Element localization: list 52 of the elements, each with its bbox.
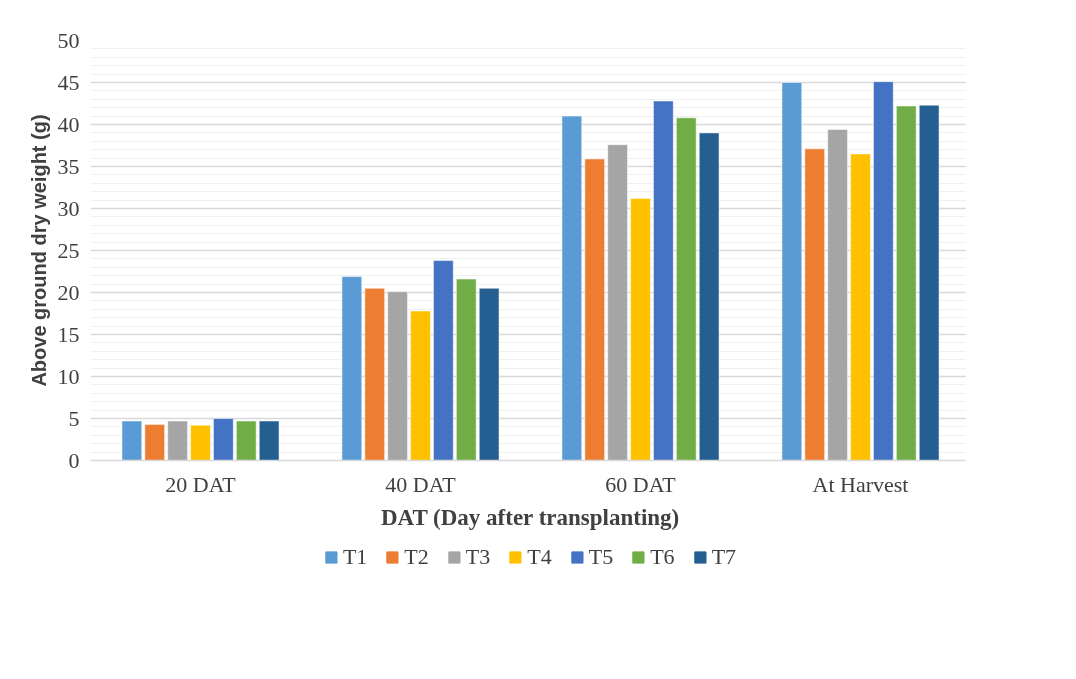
- bar: [584, 158, 605, 461]
- bar: [850, 153, 871, 461]
- bar: [918, 104, 940, 461]
- legend-label: T7: [711, 544, 737, 570]
- bar: [190, 424, 211, 461]
- bar: [364, 288, 385, 461]
- x-tick-label: 20 DAT: [165, 471, 237, 497]
- bar: [873, 81, 894, 461]
- bar: [630, 198, 651, 461]
- bar: [167, 420, 188, 461]
- bar: [433, 260, 454, 461]
- legend-label: T1: [342, 544, 368, 570]
- x-tick-label: At Harvest: [812, 471, 909, 497]
- y-tick-label: 20: [57, 279, 80, 305]
- bar: [456, 278, 477, 461]
- bar: [653, 100, 674, 461]
- bar: [804, 148, 825, 461]
- bar: [410, 310, 431, 461]
- legend-label: T3: [465, 544, 491, 570]
- y-tick-label: 15: [57, 321, 80, 347]
- y-axis-title: Above ground dry weight (g): [27, 114, 50, 387]
- y-tick-label: 10: [57, 363, 80, 389]
- bar: [478, 288, 500, 461]
- y-tick-label: 30: [57, 195, 80, 221]
- bar: [121, 420, 143, 461]
- legend-label: T6: [650, 544, 675, 570]
- y-tick-label: 25: [57, 237, 80, 263]
- bar: [341, 276, 363, 461]
- bar: [258, 420, 280, 461]
- bar: [781, 82, 803, 461]
- legend-label: T5: [588, 544, 614, 570]
- bar: [896, 105, 917, 461]
- bar: [827, 129, 848, 461]
- bar: [144, 424, 165, 461]
- legend-label: T4: [527, 544, 552, 570]
- y-tick-label: 5: [68, 405, 80, 431]
- bar: [213, 418, 234, 461]
- y-tick-label: 50: [57, 27, 80, 53]
- y-tick-label: 45: [57, 69, 80, 95]
- bar: [607, 144, 628, 461]
- x-tick-label: 40 DAT: [385, 471, 457, 497]
- y-tick-label: 0: [68, 447, 80, 473]
- x-axis-title: DAT (Day after transplanting): [380, 504, 680, 530]
- bar: [236, 420, 257, 461]
- y-tick-label: 35: [57, 153, 80, 179]
- bar: [676, 117, 697, 461]
- x-tick-label: 60 DAT: [605, 471, 677, 497]
- y-tick-label: 40: [57, 111, 80, 137]
- bar: [387, 291, 408, 461]
- bar: [561, 115, 583, 461]
- bar: [698, 132, 720, 461]
- legend-label: T2: [404, 544, 429, 570]
